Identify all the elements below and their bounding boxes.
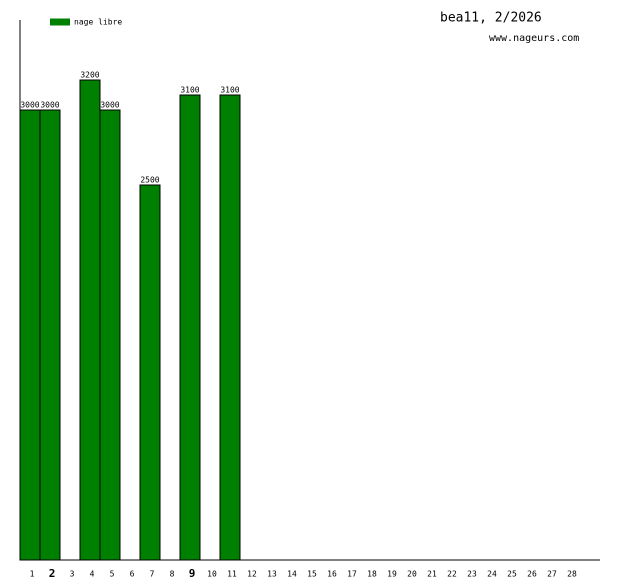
x-tick-label: 7	[150, 570, 155, 579]
bar	[179, 94, 201, 561]
value-label: 3100	[220, 86, 239, 95]
bar	[219, 94, 241, 561]
value-label: 3200	[80, 71, 99, 80]
bar	[99, 109, 121, 561]
x-tick-label: 19	[387, 570, 397, 579]
bar	[19, 109, 41, 561]
x-tick-label: 17	[347, 570, 357, 579]
x-tick-label: 11	[227, 570, 237, 579]
bar	[139, 184, 161, 561]
x-tick-label: 2	[49, 567, 56, 580]
x-tick-label: 22	[447, 570, 457, 579]
bar	[39, 109, 61, 561]
bar	[79, 79, 101, 561]
x-tick-label: 1	[30, 570, 35, 579]
legend-label: nage libre	[74, 18, 122, 27]
x-tick-label: 26	[527, 570, 537, 579]
x-tick-label: 5	[110, 570, 115, 579]
x-tick-label: 10	[207, 570, 217, 579]
x-tick-label: 23	[467, 570, 477, 579]
x-tick-label: 3	[70, 570, 75, 579]
x-tick-label: 9	[189, 567, 196, 580]
chart-title: bea11, 2/2026	[440, 11, 542, 26]
x-tick-label: 13	[267, 570, 277, 579]
value-label: 3000	[40, 101, 59, 110]
x-tick-label: 6	[130, 570, 135, 579]
x-tick-label: 12	[247, 570, 257, 579]
x-tick-label: 24	[487, 570, 497, 579]
x-tick-label: 18	[367, 570, 377, 579]
x-tick-label: 28	[567, 570, 577, 579]
value-label: 3000	[20, 101, 39, 110]
x-tick-label: 14	[287, 570, 297, 579]
x-tick-label: 15	[307, 570, 317, 579]
x-tick-label: 21	[427, 570, 437, 579]
legend-swatch	[50, 18, 70, 26]
value-label: 2500	[140, 176, 159, 185]
value-label: 3000	[100, 101, 119, 110]
x-tick-label: 16	[327, 570, 337, 579]
value-label: 3100	[180, 86, 199, 95]
x-tick-label: 4	[90, 570, 95, 579]
x-tick-label: 20	[407, 570, 417, 579]
chart-subtitle: www.nageurs.com	[489, 33, 579, 44]
x-tick-label: 8	[170, 570, 175, 579]
x-tick-label: 25	[507, 570, 517, 579]
x-tick-label: 27	[547, 570, 557, 579]
